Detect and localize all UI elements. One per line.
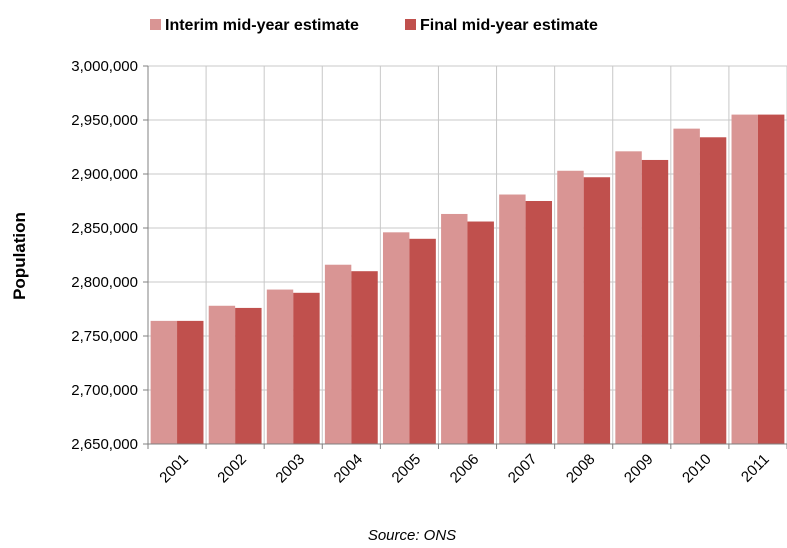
x-tick-label: 2002 (214, 451, 250, 487)
x-tick-label: 2006 (447, 451, 483, 487)
bar-interim-2005 (382, 232, 410, 444)
x-tick-label: 2009 (621, 451, 657, 487)
y-tick-label: 3,000,000 (71, 58, 138, 75)
legend-label: Interim mid-year estimate (165, 17, 359, 34)
bar-final-2004 (351, 271, 378, 444)
legend-label: Final mid-year estimate (420, 17, 598, 34)
x-tick-label: 2008 (563, 451, 599, 487)
bar-interim-2007 (499, 194, 526, 444)
bar-interim-2003 (266, 289, 294, 444)
x-tick-label: 2001 (156, 451, 192, 487)
bar-final-2010 (699, 137, 727, 444)
source-note: Source: ONS (368, 527, 456, 544)
x-tick-label: 2003 (272, 451, 308, 487)
y-tick-label: 2,800,000 (71, 274, 138, 291)
bar-interim-2004 (324, 264, 352, 444)
bars (150, 114, 785, 445)
x-tick-label: 2005 (389, 451, 425, 487)
bar-interim-2010 (673, 128, 700, 444)
x-tick-label: 2004 (331, 451, 367, 487)
bar-interim-2008 (557, 170, 584, 444)
legend: Interim mid-year estimate Final mid-year … (150, 17, 598, 34)
x-tick-label: 2010 (679, 451, 715, 487)
legend-swatch (405, 19, 416, 30)
y-tick-label: 2,900,000 (71, 166, 138, 183)
legend-swatch (150, 19, 161, 30)
y-tick-label: 2,950,000 (71, 112, 138, 129)
x-tick-labels: 2001 2002 2003 2004 2005 2006 2007 2008 2009 2010… (156, 451, 773, 487)
bar-final-2003 (293, 292, 320, 444)
bar-interim-2006 (441, 213, 468, 444)
y-tick-label: 2,650,000 (71, 436, 138, 453)
y-tick-label: 2,750,000 (71, 328, 138, 345)
y-tick-label: 2,850,000 (71, 220, 138, 237)
axes (143, 65, 787, 449)
bar-interim-2002 (208, 305, 236, 444)
bar-final-2007 (525, 201, 553, 444)
bar-final-2002 (235, 307, 262, 444)
bar-final-2009 (641, 159, 669, 444)
bar-interim-2009 (615, 151, 642, 444)
y-tick-label: 2,700,000 (71, 382, 138, 399)
bar-final-2005 (409, 238, 436, 444)
x-tick-label: 2007 (505, 451, 541, 487)
bar-interim-2001 (150, 320, 178, 444)
bar-final-2006 (467, 221, 494, 444)
bar-final-2001 (177, 320, 204, 444)
bar-final-2011 (757, 114, 785, 444)
bar-final-2008 (583, 177, 611, 445)
bar-interim-2011 (731, 114, 758, 444)
y-axis-label: Population (10, 212, 29, 300)
x-tick-label: 2011 (738, 451, 773, 486)
y-tick-labels: 2,650,000 2,700,000 2,750,000 2,800,000 2,85… (71, 58, 138, 453)
